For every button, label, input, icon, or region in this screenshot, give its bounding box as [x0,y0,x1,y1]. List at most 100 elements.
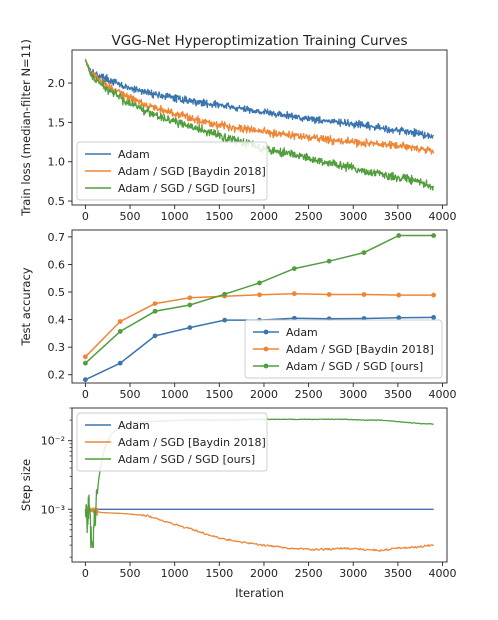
y-tick-label: 0.4 [48,314,66,327]
legend-box [76,141,268,201]
y-tick-label: 0.6 [48,258,66,271]
x-tick-label: 1500 [205,388,233,401]
x-tick-label: 1000 [161,388,189,401]
legend-label-3: Adam / SGD / SGD [ours] [286,360,423,373]
legend-label-2: Adam / SGD [Baydin 2018] [118,165,266,178]
legend-label-2: Adam / SGD [Baydin 2018] [286,343,434,356]
series-1-point [187,325,193,330]
x-tick-label: 1000 [161,210,189,223]
series-2-point [152,301,158,307]
series-2-point [187,295,193,301]
series-1-point [431,314,437,320]
panel-2: 0 500 1000 1500 2000 2500 3000 3500 4000 0.2 0.3 0.… [19,229,457,401]
x-tick-label: 2000 [250,567,278,580]
series-3-point [396,233,402,238]
x-tick-label: 2000 [250,388,278,401]
y-tick-label: 10⁻² [41,435,65,448]
series-3-point [82,360,88,366]
series-3-point [431,233,437,238]
series-1-point [117,360,123,366]
x-tick-label: 3000 [339,388,367,401]
x-tick-label: 2500 [295,567,323,580]
y-tick-label: 1.0 [48,156,66,169]
y-axis-label: Test accuracy [19,267,33,346]
x-tick-label: 2000 [250,210,278,223]
chart-title: VGG-Net Hyperoptimization Training Curve… [112,33,408,49]
legend-box [244,319,443,379]
series-line-2 [84,505,434,552]
legend: Adam Adam / SGD [Baydin 2018] Adam / SGD /… [244,319,443,379]
series-2-point [257,292,262,298]
series-2-point [396,292,402,298]
legend-label-3: Adam / SGD / SGD [ours] [118,182,255,195]
x-tick-label: 2500 [295,210,323,223]
x-tick-label: 3500 [384,210,412,223]
x-tick-label: 2500 [295,388,323,401]
series-2-point [326,292,332,297]
legend: Adam Adam / SGD [Baydin 2018] Adam / SGD /… [76,141,268,201]
axes-frame [71,407,448,563]
x-tick-label: 4000 [429,567,457,580]
axes-frame [71,49,448,206]
y-axis-label: Train loss (median-filter N=11) [19,39,33,217]
series-3-point [152,308,158,314]
y-tick-label: 0.7 [48,231,66,244]
series-1-point [291,315,297,321]
x-tick-label: 500 [120,388,141,401]
series-3-point [187,302,193,308]
x-tick-label: 1500 [205,210,233,223]
y-tick-label: 0.5 [48,286,66,299]
y-axis-label: Step size [19,459,33,511]
legend-marker-2 [263,346,269,352]
x-tick-label: 4000 [429,388,457,401]
series-2-point [291,291,297,297]
x-tick-label: 3000 [339,567,367,580]
y-tick-label: 10⁻³ [41,503,65,516]
legend: Adam Adam / SGD [Baydin 2018] Adam / SGD /… [76,412,268,472]
series-3-point [257,280,262,286]
x-tick-label: 500 [120,210,141,223]
x-tick-label: 1000 [161,567,189,580]
series-3-point [117,329,123,334]
series-3-point [326,258,332,264]
x-tick-label: 3000 [339,210,367,223]
x-tick-label: 0 [82,388,89,401]
series-1-point [152,333,158,339]
x-tick-label: 1500 [205,567,233,580]
series-1-point [82,377,88,383]
series-1-point [396,315,402,321]
series-3-point [222,291,228,297]
x-tick-label: 4000 [429,210,457,223]
legend-marker-1 [263,329,269,335]
y-tick-label: 0.5 [48,195,66,208]
x-axis-label: Iteration [235,586,284,600]
series-2-point [117,319,123,324]
series-2-point [361,292,367,297]
series-line-1 [84,59,435,140]
y-tick-label: 1.5 [48,116,66,129]
y-tick-label: 2.0 [48,77,66,90]
x-tick-label: 3500 [384,567,412,580]
y-tick-label: 0.2 [48,369,66,382]
panel-3: 0 500 1000 1500 2000 2500 3000 3500 4000 10⁻³ 10⁻²… [19,407,457,600]
x-tick-label: 500 [120,567,141,580]
axes-frame [71,229,448,384]
legend-label-1: Adam [286,326,318,339]
y-tick-label: 0.3 [48,341,66,354]
panel-1: 0 500 1000 1500 2000 2500 3000 3500 4000 0.5 1.0 1.… [19,33,457,223]
x-tick-label: 0 [82,210,89,223]
series-3-point [361,250,367,256]
legend-label-1: Adam [118,148,150,161]
series-1-point [222,317,228,323]
legend-label-3: Adam / SGD / SGD [ours] [118,453,255,466]
legend-label-1: Adam [118,419,150,432]
legend-label-2: Adam / SGD [Baydin 2018] [118,436,266,449]
series-2-point [431,292,437,298]
legend-marker-3 [263,363,269,369]
series-2-point [82,354,88,360]
series-3-point [291,266,297,271]
x-tick-label: 0 [82,567,89,580]
legend-box [76,412,268,472]
x-tick-label: 3500 [384,388,412,401]
